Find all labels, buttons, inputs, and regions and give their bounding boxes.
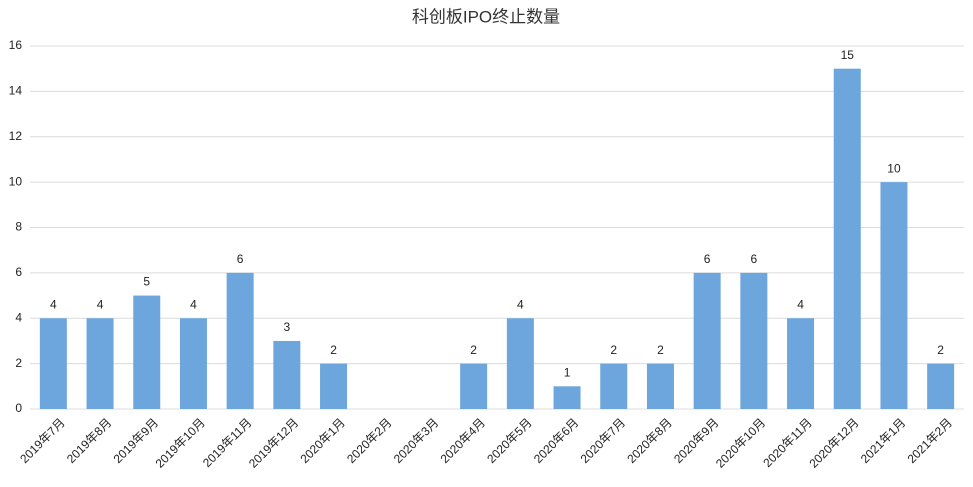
data-label: 10 (887, 161, 901, 175)
x-tick-label: 2020年1月 (297, 415, 347, 465)
x-tick-label: 2019年9月 (111, 415, 161, 465)
bar (226, 272, 254, 409)
x-tick-label: 2020年12月 (806, 415, 861, 470)
data-label: 2 (470, 343, 477, 357)
data-label: 2 (937, 343, 944, 357)
x-tick-label: 2020年2月 (344, 415, 394, 465)
data-label: 6 (237, 252, 244, 266)
data-label: 2 (610, 343, 617, 357)
x-tick-label: 2020年6月 (531, 415, 581, 465)
y-tick-label: 10 (9, 174, 23, 188)
data-label: 4 (797, 297, 804, 311)
bar (133, 295, 161, 409)
x-tick-label: 2021年2月 (905, 415, 955, 465)
data-label: 5 (143, 275, 150, 289)
x-tick-label: 2021年1月 (858, 415, 908, 465)
bar (460, 363, 488, 409)
data-label: 2 (330, 343, 337, 357)
bar (693, 272, 721, 409)
x-tick-label: 2020年8月 (624, 415, 674, 465)
bar (880, 182, 908, 409)
bar (646, 363, 674, 409)
y-tick-label: 14 (9, 84, 23, 98)
bar (179, 318, 207, 409)
data-label: 4 (517, 297, 524, 311)
bar (833, 68, 861, 409)
bar (86, 318, 114, 409)
x-tick-label: 2020年7月 (578, 415, 628, 465)
bar (787, 318, 815, 409)
bar (553, 386, 581, 409)
data-label: 2 (657, 343, 664, 357)
data-label: 1 (564, 365, 571, 379)
bar (273, 340, 301, 409)
chart-title: 科创板IPO终止数量 (412, 7, 560, 26)
data-label: 6 (751, 252, 758, 266)
data-label: 15 (841, 48, 855, 62)
bar (740, 272, 768, 409)
y-tick-label: 12 (9, 129, 23, 143)
y-tick-label: 6 (15, 265, 22, 279)
bar (600, 363, 628, 409)
y-tick-label: 0 (15, 401, 22, 415)
x-tick-label: 2020年4月 (438, 415, 488, 465)
y-tick-label: 16 (9, 38, 23, 52)
x-tick-label: 2020年10月 (713, 415, 768, 470)
y-tick-label: 2 (15, 356, 22, 370)
x-tick-label: 2019年10月 (153, 415, 208, 470)
data-label: 4 (97, 297, 104, 311)
data-label: 4 (190, 297, 197, 311)
x-tick-label: 2019年7月 (17, 415, 67, 465)
y-tick-label: 4 (15, 310, 22, 324)
data-label: 4 (50, 297, 57, 311)
x-tick-label: 2019年12月 (246, 415, 301, 470)
x-tick-label: 2020年5月 (484, 415, 534, 465)
x-tick-label: 2020年3月 (391, 415, 441, 465)
bar (320, 363, 348, 409)
data-label: 3 (284, 320, 291, 334)
y-tick-label: 8 (15, 220, 22, 234)
x-tick-label: 2019年8月 (64, 415, 114, 465)
x-tick-label: 2020年9月 (671, 415, 721, 465)
data-label: 6 (704, 252, 711, 266)
bar (927, 363, 955, 409)
bar (506, 318, 534, 409)
bar (39, 318, 67, 409)
